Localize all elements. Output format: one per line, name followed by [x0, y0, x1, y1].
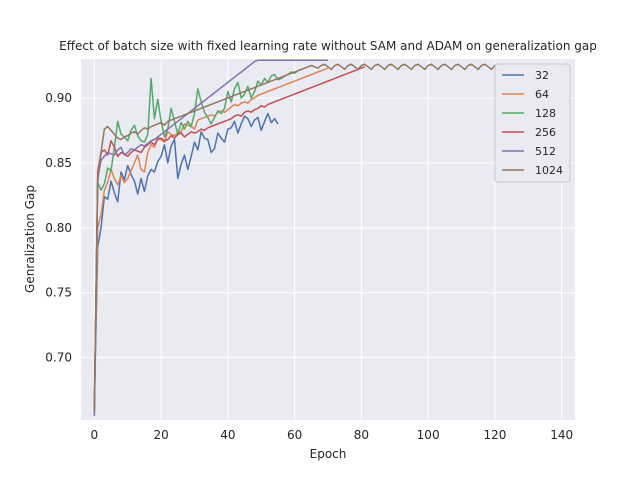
y-axis-label: Genralization Gap — [23, 185, 37, 293]
legend-label-32: 32 — [535, 69, 549, 82]
series-line-64 — [93, 67, 329, 410]
series-layer — [93, 59, 526, 417]
x-axis-label: Epoch — [310, 447, 347, 461]
y-tick-label: 0.90 — [45, 91, 72, 105]
x-tick-label: 120 — [483, 428, 506, 442]
plot-area — [81, 59, 575, 420]
chart-title: Effect of batch size with fixed learning… — [59, 39, 597, 53]
y-tick-label: 0.85 — [45, 156, 72, 170]
series-line-512 — [93, 59, 328, 417]
series-line-32 — [93, 112, 279, 404]
x-tick-label: 80 — [354, 428, 369, 442]
x-tick-label: 60 — [287, 428, 302, 442]
legend-label-128: 128 — [535, 107, 556, 120]
x-tick-label: 20 — [153, 428, 168, 442]
series-line-256 — [93, 66, 365, 413]
x-tick-label: 100 — [417, 428, 440, 442]
series-line-128 — [93, 68, 302, 406]
legend-label-1024: 1024 — [535, 164, 563, 177]
x-tick-label: 0 — [91, 428, 99, 442]
y-tick-label: 0.70 — [45, 351, 72, 365]
legend-label-256: 256 — [535, 126, 556, 139]
legend: 32 64 128 256 512 1024 — [494, 63, 571, 183]
y-tick-label: 0.75 — [45, 286, 72, 300]
legend-label-64: 64 — [535, 88, 549, 101]
x-tick-label: 40 — [220, 428, 235, 442]
series-line-1024 — [93, 63, 526, 410]
y-tick-label: 0.80 — [45, 221, 72, 235]
x-tick-label: 140 — [550, 428, 573, 442]
ticks: 0 20 40 60 80 100 120 140 0.70 0.75 0.80 0.85 0.90 — [45, 91, 573, 442]
legend-label-512: 512 — [535, 145, 556, 158]
